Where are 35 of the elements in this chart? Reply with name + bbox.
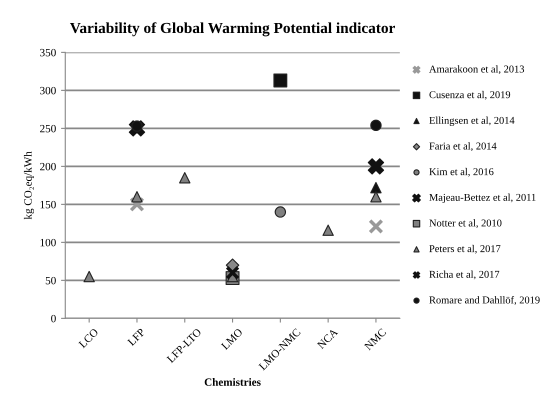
legend-label: Peters et al, 2017 bbox=[429, 244, 500, 254]
legend-label: Majeau-Bettez et al, 2011 bbox=[429, 194, 536, 203]
legend-label: Cusenza et al, 2019 bbox=[429, 90, 510, 100]
point bbox=[370, 182, 382, 194]
point bbox=[322, 224, 334, 236]
y-tick-label: 150 bbox=[40, 200, 56, 208]
point bbox=[83, 270, 95, 282]
legend-label: Faria et al, 2014 bbox=[429, 142, 497, 152]
point bbox=[273, 74, 288, 88]
legend-label: Kim et al, 2016 bbox=[429, 168, 494, 177]
y-tick-label: 350 bbox=[40, 48, 56, 56]
point bbox=[225, 266, 240, 280]
y-axis-title: kg CO₂eq/kWh bbox=[24, 151, 34, 220]
legend-label: Richa et al, 2017 bbox=[429, 270, 500, 280]
y-tick-label: 300 bbox=[40, 86, 56, 94]
point bbox=[370, 120, 382, 132]
y-tick-label: 100 bbox=[40, 238, 56, 246]
point bbox=[370, 191, 382, 202]
legend-label: Ellingsen et al, 2014 bbox=[429, 116, 514, 126]
point bbox=[368, 158, 384, 175]
legend-label: Amarakoon et al, 2013 bbox=[429, 65, 524, 74]
point bbox=[274, 206, 286, 218]
y-tick-label: 200 bbox=[40, 162, 56, 170]
point bbox=[368, 218, 384, 234]
y-tick-label: 50 bbox=[46, 276, 56, 284]
point bbox=[179, 172, 190, 184]
chart-title: Variability of Global Warming Potential indicator bbox=[70, 22, 395, 36]
point bbox=[129, 196, 145, 212]
x-axis-title: Chemistries bbox=[204, 378, 261, 386]
y-tick-label: 0 bbox=[51, 314, 56, 322]
legend-label: Romare and Dahllöf, 2019 bbox=[429, 296, 540, 305]
y-tick-label: 250 bbox=[40, 124, 56, 132]
x-tick-label: LFP bbox=[127, 328, 146, 346]
point bbox=[131, 191, 143, 202]
legend-label: Notter et al, 2010 bbox=[429, 219, 502, 228]
